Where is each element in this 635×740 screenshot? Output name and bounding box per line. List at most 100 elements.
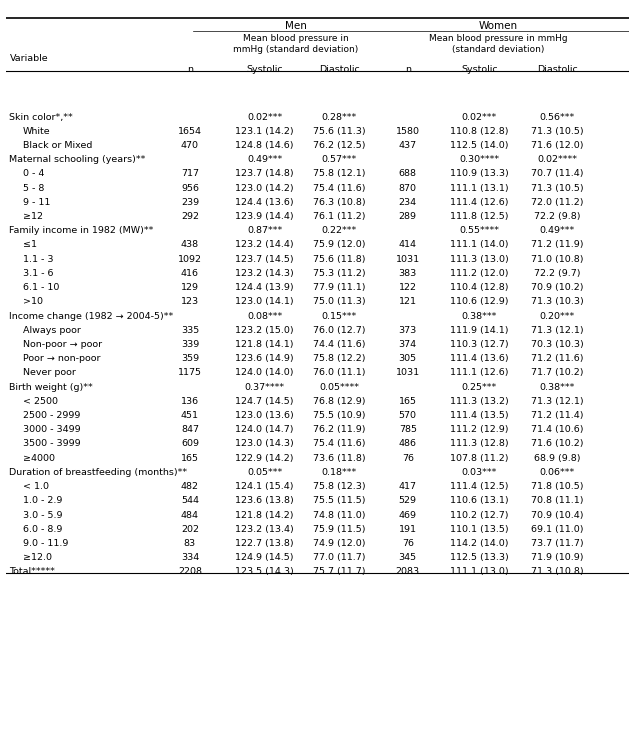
- Text: 451: 451: [181, 411, 199, 420]
- Text: 122: 122: [399, 283, 417, 292]
- Text: 334: 334: [181, 554, 199, 562]
- Text: 416: 416: [181, 269, 199, 278]
- Text: 3000 - 3499: 3000 - 3499: [23, 425, 81, 434]
- Text: 76.3 (10.8): 76.3 (10.8): [313, 198, 366, 207]
- Text: 75.8 (12.2): 75.8 (12.2): [313, 354, 366, 363]
- Text: 0.87***: 0.87***: [247, 226, 282, 235]
- Text: 688: 688: [399, 169, 417, 178]
- Text: 71.3 (10.8): 71.3 (10.8): [531, 568, 584, 576]
- Text: 469: 469: [399, 511, 417, 519]
- Text: 486: 486: [399, 440, 417, 448]
- Text: 383: 383: [399, 269, 417, 278]
- Text: Variable: Variable: [10, 54, 48, 63]
- Text: 110.6 (13.1): 110.6 (13.1): [450, 497, 509, 505]
- Text: 111.4 (12.5): 111.4 (12.5): [450, 482, 509, 491]
- Text: 77.0 (11.7): 77.0 (11.7): [313, 554, 366, 562]
- Text: 0.02***: 0.02***: [247, 112, 282, 121]
- Text: 0.05****: 0.05****: [319, 383, 359, 391]
- Text: 111.4 (13.6): 111.4 (13.6): [450, 354, 509, 363]
- Text: 1031: 1031: [396, 255, 420, 263]
- Text: 121.8 (14.2): 121.8 (14.2): [236, 511, 294, 519]
- Text: 3.0 - 5.9: 3.0 - 5.9: [23, 511, 63, 519]
- Text: 9.0 - 11.9: 9.0 - 11.9: [23, 539, 69, 548]
- Text: 470: 470: [181, 141, 199, 150]
- Text: 76.8 (12.9): 76.8 (12.9): [313, 397, 366, 406]
- Text: Mean blood pressure in
mmHg (standard deviation): Mean blood pressure in mmHg (standard de…: [233, 34, 358, 54]
- Text: 239: 239: [181, 198, 199, 207]
- Text: 71.7 (10.2): 71.7 (10.2): [531, 369, 584, 377]
- Text: 1654: 1654: [178, 127, 202, 135]
- Text: Duration of breastfeeding (months)**: Duration of breastfeeding (months)**: [10, 468, 187, 477]
- Text: 124.4 (13.6): 124.4 (13.6): [236, 198, 294, 207]
- Text: 374: 374: [399, 340, 417, 349]
- Text: Income change (1982 → 2004-5)**: Income change (1982 → 2004-5)**: [10, 312, 174, 320]
- Text: 72.2 (9.7): 72.2 (9.7): [534, 269, 580, 278]
- Text: 76.0 (11.1): 76.0 (11.1): [313, 369, 366, 377]
- Text: ≤1: ≤1: [23, 240, 37, 249]
- Text: Never poor: Never poor: [23, 369, 76, 377]
- Text: n: n: [404, 65, 411, 75]
- Text: Birth weight (g)**: Birth weight (g)**: [10, 383, 93, 391]
- Text: 335: 335: [181, 326, 199, 334]
- Text: 111.4 (13.5): 111.4 (13.5): [450, 411, 509, 420]
- Text: 123.0 (13.6): 123.0 (13.6): [235, 411, 294, 420]
- Text: 1.1 - 3: 1.1 - 3: [23, 255, 53, 263]
- Text: 75.4 (11.6): 75.4 (11.6): [313, 440, 366, 448]
- Text: 3500 - 3999: 3500 - 3999: [23, 440, 81, 448]
- Text: 609: 609: [181, 440, 199, 448]
- Text: 71.2 (11.4): 71.2 (11.4): [531, 411, 584, 420]
- Text: 544: 544: [181, 497, 199, 505]
- Text: 956: 956: [181, 184, 199, 192]
- Text: 76: 76: [402, 454, 414, 462]
- Text: 70.8 (11.1): 70.8 (11.1): [531, 497, 584, 505]
- Text: 123.0 (14.3): 123.0 (14.3): [235, 440, 294, 448]
- Text: 73.7 (11.7): 73.7 (11.7): [531, 539, 584, 548]
- Text: 191: 191: [399, 525, 417, 534]
- Text: 0.37****: 0.37****: [244, 383, 284, 391]
- Text: 75.5 (11.5): 75.5 (11.5): [313, 497, 366, 505]
- Text: 0.49***: 0.49***: [540, 226, 575, 235]
- Text: 124.9 (14.5): 124.9 (14.5): [236, 554, 294, 562]
- Text: 123.6 (14.9): 123.6 (14.9): [236, 354, 294, 363]
- Text: Diastolic: Diastolic: [319, 65, 359, 75]
- Text: 1.0 - 2.9: 1.0 - 2.9: [23, 497, 62, 505]
- Text: n: n: [187, 65, 193, 75]
- Text: 111.1 (13.1): 111.1 (13.1): [450, 184, 509, 192]
- Text: 110.1 (13.5): 110.1 (13.5): [450, 525, 509, 534]
- Text: 339: 339: [181, 340, 199, 349]
- Text: 71.3 (12.1): 71.3 (12.1): [531, 397, 584, 406]
- Text: 71.3 (10.3): 71.3 (10.3): [531, 297, 584, 306]
- Text: 75.3 (11.2): 75.3 (11.2): [313, 269, 366, 278]
- Text: < 1.0: < 1.0: [23, 482, 49, 491]
- Text: 111.8 (12.5): 111.8 (12.5): [450, 212, 509, 221]
- Text: 123.2 (14.4): 123.2 (14.4): [236, 240, 294, 249]
- Text: 112.5 (14.0): 112.5 (14.0): [450, 141, 509, 150]
- Text: 123.0 (14.2): 123.0 (14.2): [236, 184, 294, 192]
- Text: 83: 83: [184, 539, 196, 548]
- Text: Poor → non-poor: Poor → non-poor: [23, 354, 101, 363]
- Text: 111.1 (14.0): 111.1 (14.0): [450, 240, 509, 249]
- Text: 124.8 (14.6): 124.8 (14.6): [236, 141, 294, 150]
- Text: 1031: 1031: [396, 369, 420, 377]
- Text: 110.4 (12.8): 110.4 (12.8): [450, 283, 509, 292]
- Text: 75.6 (11.8): 75.6 (11.8): [313, 255, 366, 263]
- Text: 123.2 (13.4): 123.2 (13.4): [235, 525, 294, 534]
- Text: 0.49***: 0.49***: [247, 155, 282, 164]
- Text: 570: 570: [399, 411, 417, 420]
- Text: 0.15***: 0.15***: [322, 312, 357, 320]
- Text: 122.7 (13.8): 122.7 (13.8): [236, 539, 294, 548]
- Text: 111.1 (13.0): 111.1 (13.0): [450, 568, 509, 576]
- Text: Men: Men: [284, 21, 307, 31]
- Text: 717: 717: [181, 169, 199, 178]
- Text: 129: 129: [181, 283, 199, 292]
- Text: 234: 234: [399, 198, 417, 207]
- Text: 123.1 (14.2): 123.1 (14.2): [236, 127, 294, 135]
- Text: 71.6 (12.0): 71.6 (12.0): [531, 141, 584, 150]
- Text: 111.2 (12.9): 111.2 (12.9): [450, 425, 509, 434]
- Text: 71.9 (10.9): 71.9 (10.9): [531, 554, 584, 562]
- Text: 110.9 (13.3): 110.9 (13.3): [450, 169, 509, 178]
- Text: 75.8 (12.3): 75.8 (12.3): [313, 482, 366, 491]
- Text: 2083: 2083: [396, 568, 420, 576]
- Text: Total*****: Total*****: [10, 568, 55, 576]
- Text: 111.3 (13.0): 111.3 (13.0): [450, 255, 509, 263]
